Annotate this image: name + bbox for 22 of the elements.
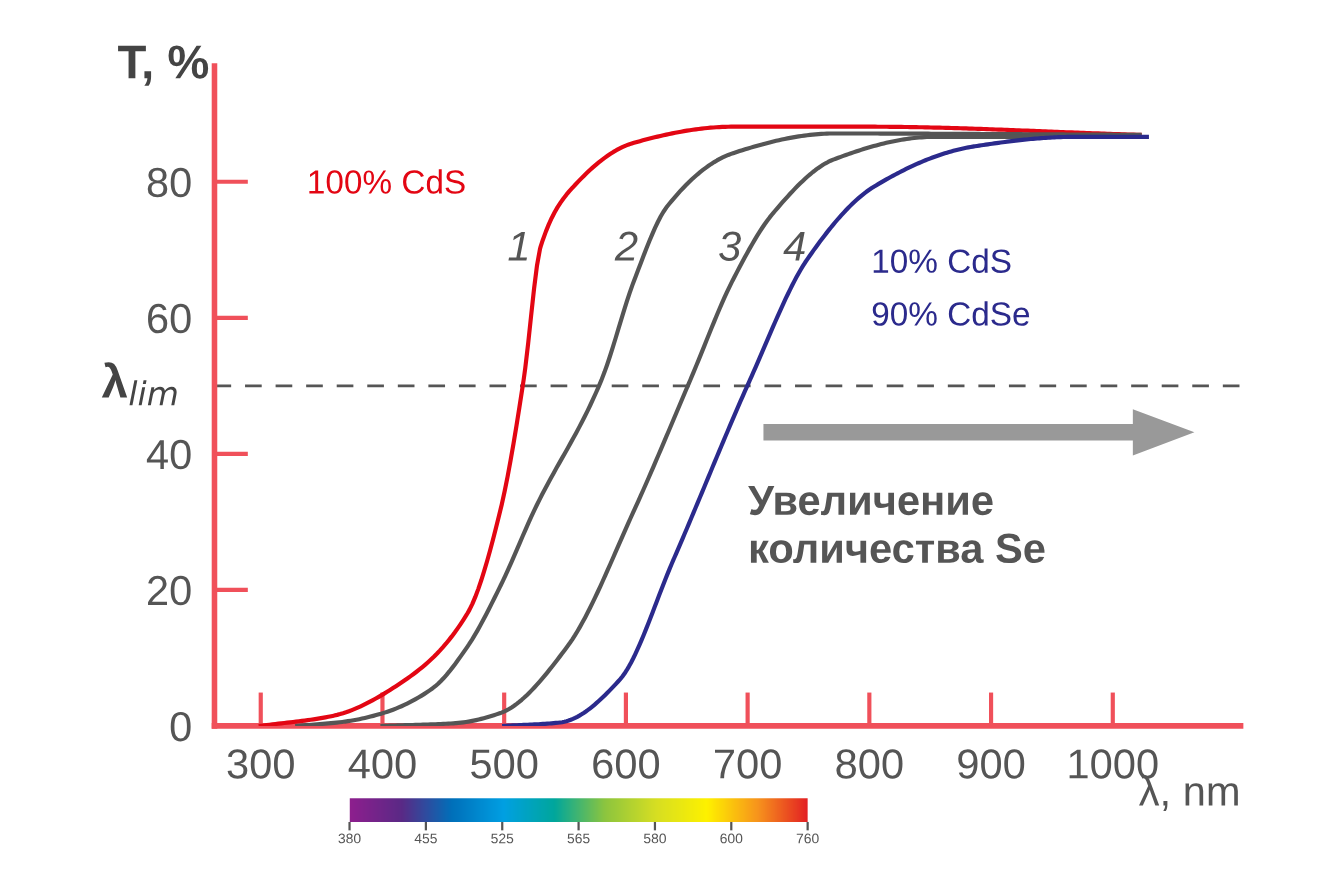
x-tick-label: 800 [836,749,903,779]
x-tick-label: 900 [958,749,1025,779]
y-tick-label: 80 [147,167,191,198]
x-tick-label: 1000 [1069,749,1158,779]
series-label: 1 [508,231,528,261]
series-label: 3 [719,231,741,261]
series-label: 4 [783,231,805,261]
y-axis-title: T, % [118,45,209,86]
annotation: 100% CdS [309,169,465,194]
y-tick-label: 20 [148,575,191,606]
x-tick-label: 600 [593,749,660,779]
series-label: 2 [614,231,638,261]
x-tick-label: 300 [227,749,294,779]
y-tick-label: 40 [146,439,191,470]
annotation: 10% CdS 90% CdSe [872,248,1030,326]
y-tick-label: 0 [170,711,191,742]
ref-line-label: λ$_{lim}$ [101,362,177,406]
x-tick-label: 400 [348,749,416,779]
annotation: Увеличение количества Se [748,486,1045,564]
x-tick-label: 500 [471,749,538,779]
y-tick-label: 60 [148,303,191,334]
x-tick-label: 700 [715,749,781,779]
